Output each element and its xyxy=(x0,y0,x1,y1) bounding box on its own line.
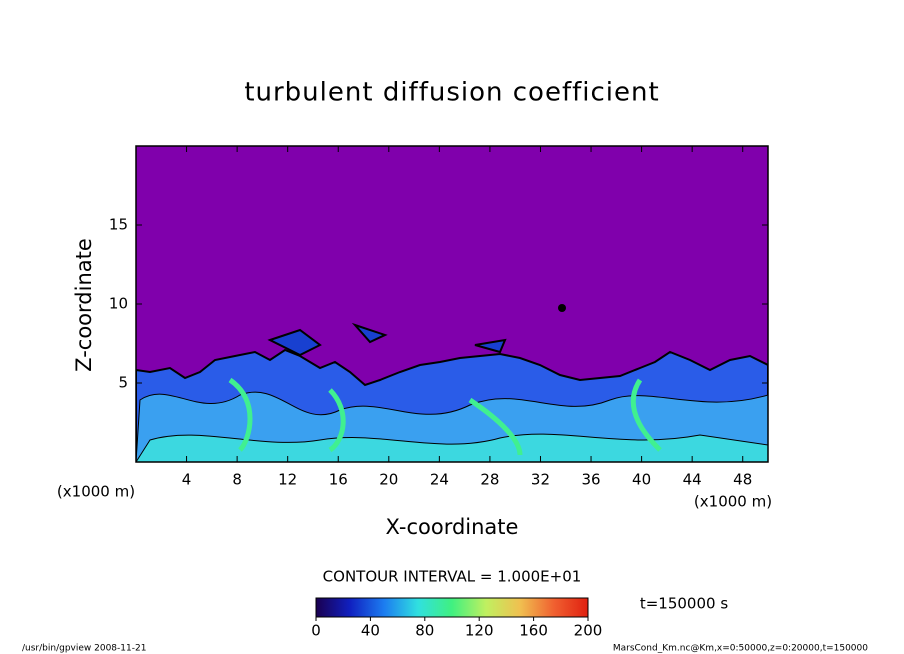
x-tick-label: 40 xyxy=(632,471,651,489)
x-tick-label: 8 xyxy=(232,471,242,489)
colorbar-tick-label: 160 xyxy=(519,622,548,640)
x-tick-label: 12 xyxy=(278,471,297,489)
y-axis-label: Z-coordinate xyxy=(72,238,96,372)
y-tick-label: 10 xyxy=(109,295,128,313)
x-tick-label: 48 xyxy=(733,471,752,489)
x-tick-label: 28 xyxy=(480,471,499,489)
x-tick-label: 44 xyxy=(683,471,702,489)
x-axis-label: X-coordinate xyxy=(386,515,519,539)
chart-title: turbulent diffusion coefficient xyxy=(244,78,659,108)
turbulent-layer xyxy=(136,304,768,462)
x-tick-label: 20 xyxy=(379,471,398,489)
colorbar-tick-label: 40 xyxy=(361,622,380,640)
footer-right: MarsCond_Km.nc@Km,x=0:50000,z=0:20000,t=… xyxy=(613,644,868,654)
contour-interval: CONTOUR INTERVAL = 1.000E+01 xyxy=(323,568,582,586)
x-tick-label: 32 xyxy=(531,471,550,489)
x-tick-label: 16 xyxy=(329,471,348,489)
x-tick-label: 24 xyxy=(430,471,449,489)
colorbar-tick-label: 0 xyxy=(311,622,321,640)
colorbar-tick-label: 80 xyxy=(415,622,434,640)
colorbar-tick-label: 200 xyxy=(574,622,603,640)
y-tick-label: 5 xyxy=(118,374,128,392)
y-unit: (x1000 m) xyxy=(57,483,135,501)
footer-left: /usr/bin/gpview 2008-11-21 xyxy=(22,644,146,654)
x-tick-label: 36 xyxy=(581,471,600,489)
y-tick-label: 15 xyxy=(109,216,128,234)
x-unit: (x1000 m) xyxy=(694,493,772,511)
time-label: t=150000 s xyxy=(640,595,728,613)
x-tick-label: 4 xyxy=(182,471,192,489)
colorbar-tick-label: 120 xyxy=(465,622,494,640)
colorbar xyxy=(315,597,589,618)
